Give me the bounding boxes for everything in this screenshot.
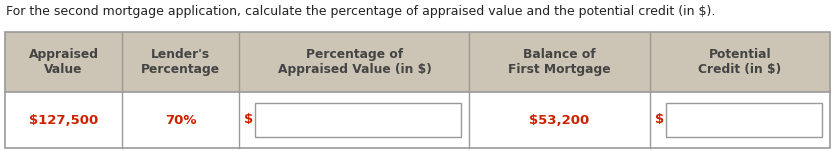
Text: $: $: [654, 114, 663, 127]
Text: $127,500: $127,500: [29, 114, 98, 127]
Text: Lender's
Percentage: Lender's Percentage: [141, 48, 220, 76]
Text: $53,200: $53,200: [528, 114, 589, 127]
Bar: [5, 92, 829, 148]
Text: Percentage of
Appraised Value (in $): Percentage of Appraised Value (in $): [278, 48, 431, 76]
Text: Appraised
Value: Appraised Value: [28, 48, 99, 76]
Text: 70%: 70%: [165, 114, 196, 127]
Bar: [5, 32, 829, 92]
Text: Balance of
First Mortgage: Balance of First Mortgage: [507, 48, 610, 76]
Bar: [665, 103, 821, 137]
Text: Potential
Credit (in $): Potential Credit (in $): [697, 48, 781, 76]
Text: For the second mortgage application, calculate the percentage of appraised value: For the second mortgage application, cal…: [6, 5, 715, 19]
Text: $: $: [244, 114, 253, 127]
Bar: [255, 103, 461, 137]
Bar: [5, 32, 829, 148]
